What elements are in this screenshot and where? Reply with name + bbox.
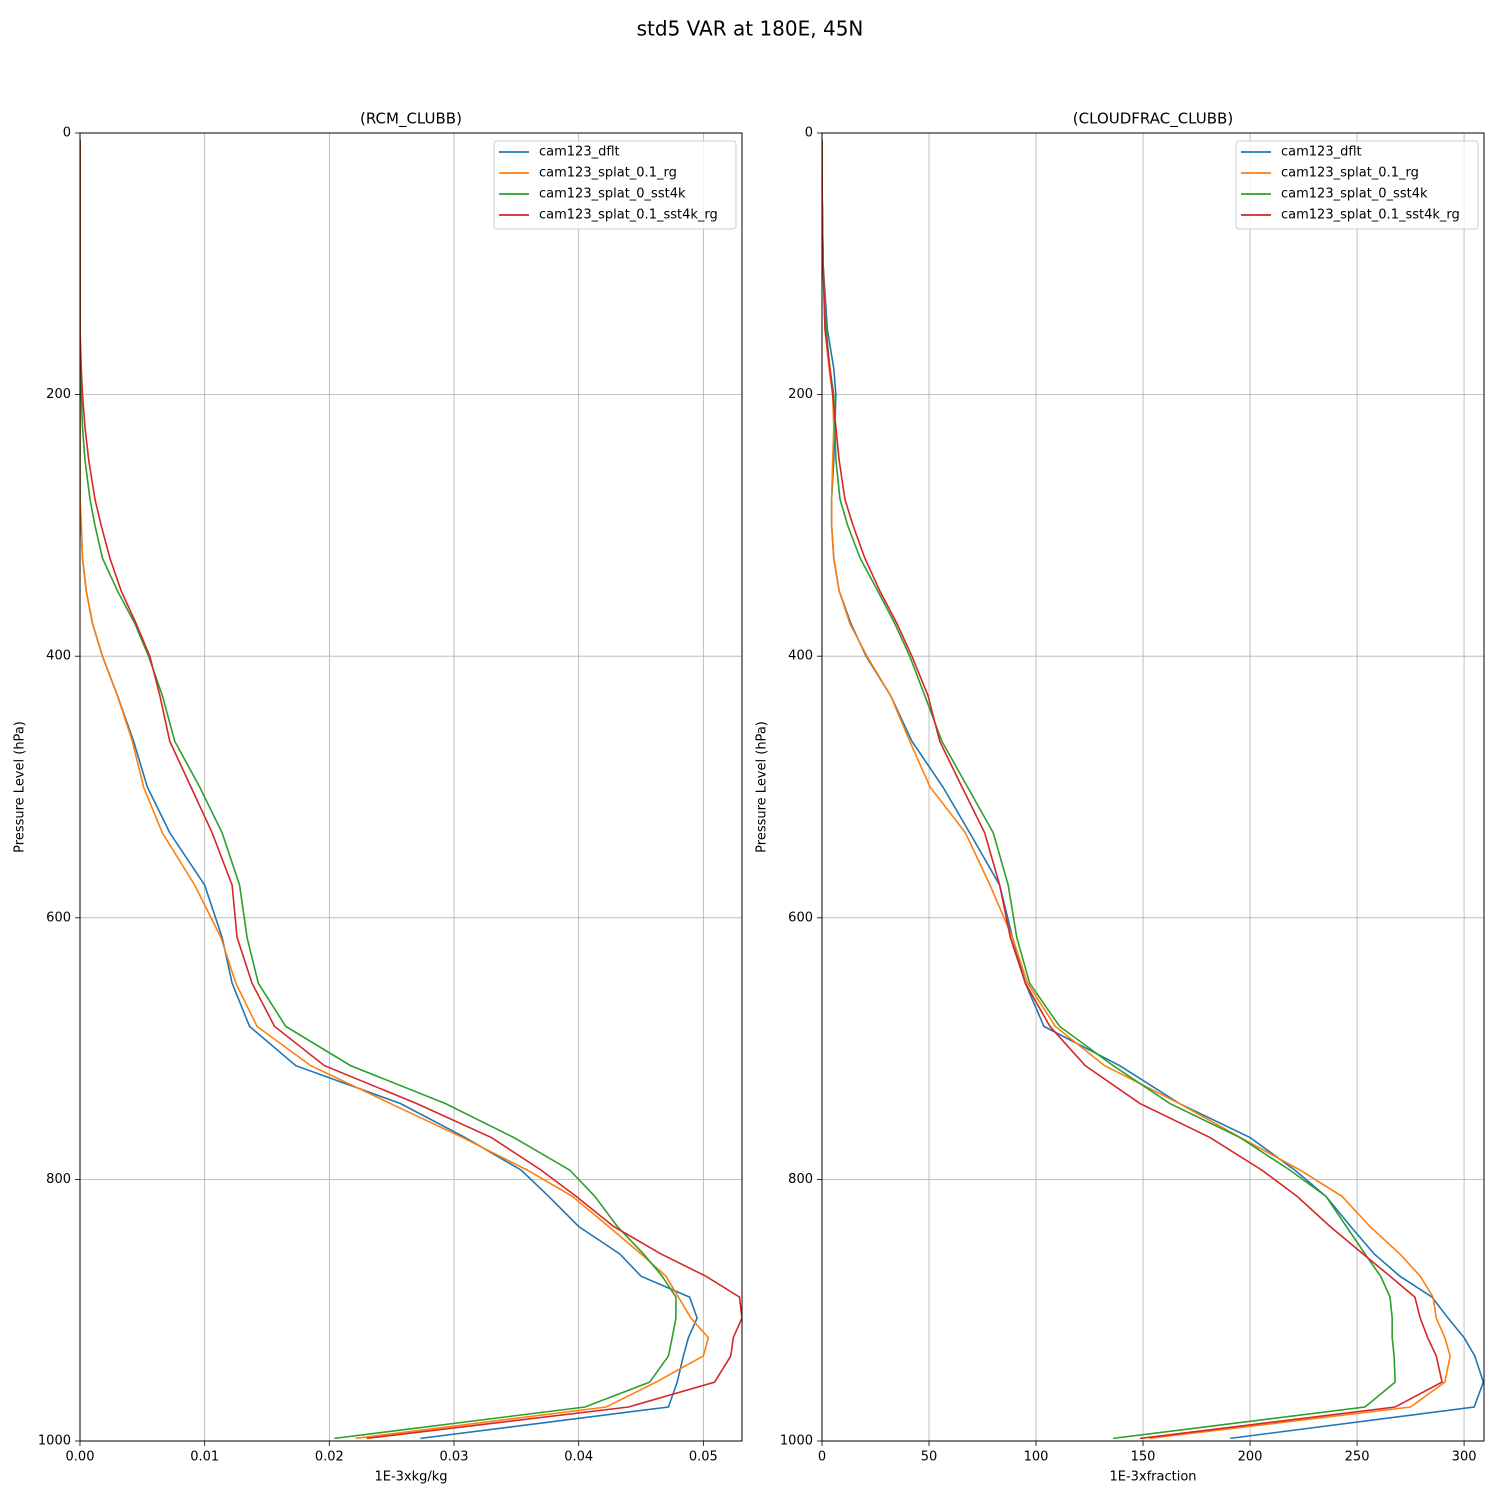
y-tick-label: 800 <box>46 1172 71 1187</box>
data-line <box>80 139 742 1440</box>
x-tick-label: 0.00 <box>66 1450 95 1465</box>
y-axis-label: Pressure Level (hPa) <box>755 721 770 853</box>
x-tick-label: 50 <box>921 1450 938 1465</box>
x-tick-label: 0.02 <box>315 1450 344 1465</box>
data-line <box>80 139 677 1440</box>
x-tick-label: 100 <box>1024 1450 1049 1465</box>
x-tick-label: 0.03 <box>440 1450 469 1465</box>
legend: cam123_dflt cam123_splat_0.1_rg cam123_spl… <box>1235 140 1479 230</box>
x-axis-label: 1E-3xfraction <box>1109 1470 1196 1485</box>
x-tick-label: 0.01 <box>190 1450 219 1465</box>
legend-label: cam123_splat_0_sst4k <box>1281 187 1428 202</box>
legend-label: cam123_splat_0.1_sst4k_rg <box>539 208 718 223</box>
y-tick-label: 200 <box>46 387 71 402</box>
x-tick-label: 300 <box>1452 1450 1477 1465</box>
axes-frame <box>821 132 1485 1442</box>
legend-box <box>493 140 737 230</box>
data-line <box>822 139 1443 1440</box>
x-tick-label: 0 <box>818 1450 826 1465</box>
data-line <box>80 139 710 1440</box>
y-tick-label: 400 <box>46 649 71 664</box>
figure-title: std5 VAR at 180E, 45N <box>637 17 864 41</box>
legend-label: cam123_splat_0.1_rg <box>539 166 677 181</box>
data-line <box>822 139 1452 1440</box>
legend-label: cam123_dflt <box>1281 145 1362 160</box>
legend-label: cam123_splat_0.1_rg <box>1281 166 1419 181</box>
x-tick-label: 0.04 <box>564 1450 593 1465</box>
legend: cam123_dflt cam123_splat_0.1_rg cam123_spl… <box>493 140 737 230</box>
x-tick-label: 150 <box>1131 1450 1156 1465</box>
data-line <box>822 139 1396 1440</box>
legend-label: cam123_splat_0.1_sst4k_rg <box>1281 208 1460 223</box>
axes-title: (RCM_CLUBB) <box>360 110 462 129</box>
y-tick-label: 0 <box>63 126 71 141</box>
legend-label: cam123_dflt <box>539 145 620 160</box>
y-tick-label: 400 <box>788 649 813 664</box>
axes-frame <box>79 132 743 1442</box>
y-tick-label: 0 <box>805 126 813 141</box>
legend-label: cam123_splat_0_sst4k <box>539 187 686 202</box>
data-line <box>80 139 698 1440</box>
axes-title: (CLOUDFRAC_CLUBB) <box>1073 110 1233 129</box>
x-tick-label: 0.05 <box>689 1450 718 1465</box>
y-tick-label: 1000 <box>38 1434 71 1449</box>
y-tick-label: 200 <box>788 387 813 402</box>
x-tick-label: 250 <box>1345 1450 1370 1465</box>
y-axis-label: Pressure Level (hPa) <box>13 721 28 853</box>
x-axis-label: 1E-3xkg/kg <box>374 1470 447 1485</box>
y-tick-label: 800 <box>788 1172 813 1187</box>
legend-box <box>1235 140 1479 230</box>
y-tick-label: 600 <box>788 910 813 925</box>
x-tick-label: 200 <box>1238 1450 1263 1465</box>
y-tick-label: 600 <box>46 910 71 925</box>
y-tick-label: 1000 <box>780 1434 813 1449</box>
